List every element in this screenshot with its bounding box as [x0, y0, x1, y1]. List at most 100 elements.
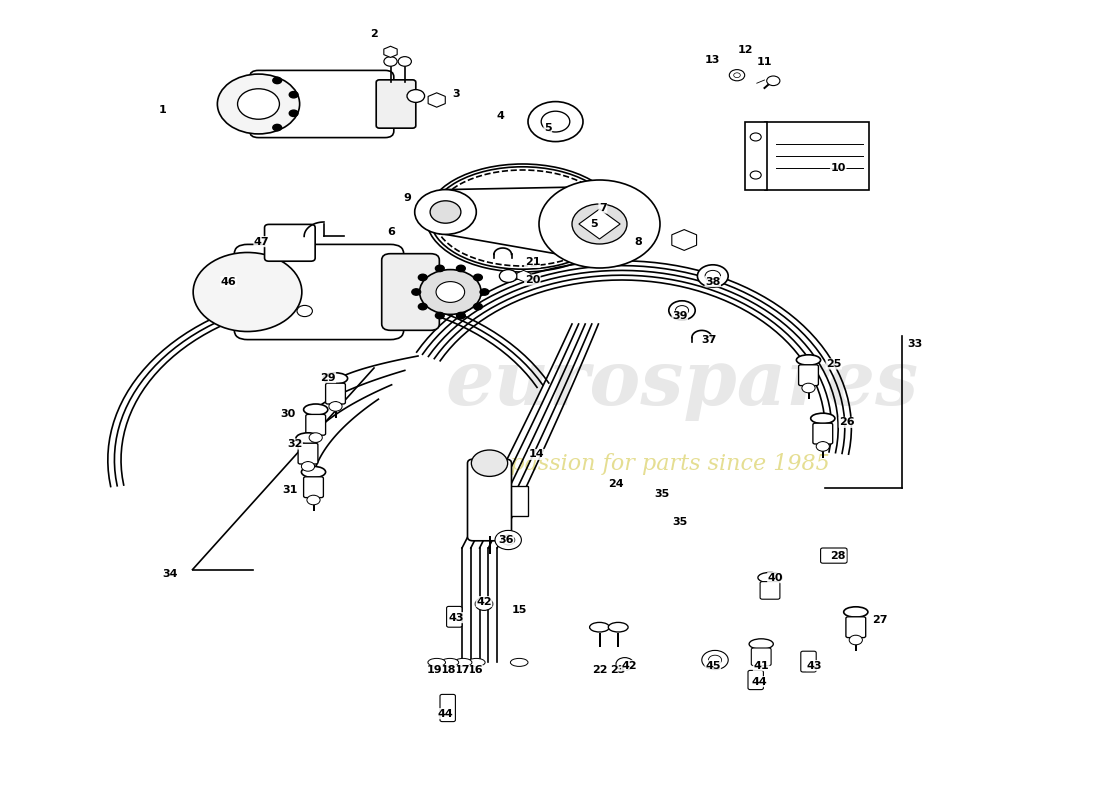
FancyBboxPatch shape: [748, 670, 763, 690]
FancyBboxPatch shape: [440, 694, 455, 722]
Circle shape: [456, 312, 465, 318]
Circle shape: [418, 274, 427, 281]
Ellipse shape: [758, 573, 782, 582]
FancyBboxPatch shape: [764, 122, 869, 190]
FancyBboxPatch shape: [846, 617, 866, 638]
Text: 42: 42: [621, 661, 637, 670]
Ellipse shape: [844, 606, 868, 618]
Circle shape: [289, 91, 298, 98]
Circle shape: [473, 274, 482, 281]
Text: 43: 43: [449, 613, 464, 622]
Circle shape: [329, 402, 342, 411]
Circle shape: [541, 111, 570, 132]
Text: 27: 27: [872, 615, 888, 625]
Text: 36: 36: [498, 535, 514, 545]
Text: 40: 40: [768, 573, 783, 582]
Ellipse shape: [304, 404, 328, 415]
Circle shape: [750, 171, 761, 179]
Ellipse shape: [811, 414, 835, 424]
Circle shape: [475, 598, 493, 610]
Circle shape: [572, 204, 627, 244]
FancyBboxPatch shape: [760, 582, 780, 599]
Text: 5: 5: [544, 123, 551, 133]
Circle shape: [675, 306, 689, 315]
Text: a passion for parts since 1985: a passion for parts since 1985: [491, 453, 829, 475]
Text: 8: 8: [634, 238, 642, 247]
FancyBboxPatch shape: [382, 254, 439, 330]
Text: 45: 45: [705, 661, 720, 670]
Circle shape: [472, 450, 507, 476]
Text: 9: 9: [403, 193, 411, 202]
Circle shape: [734, 73, 740, 78]
Ellipse shape: [796, 354, 821, 365]
Text: 21: 21: [525, 258, 540, 267]
Circle shape: [480, 289, 488, 295]
Text: 42: 42: [476, 597, 492, 606]
Text: 46: 46: [221, 277, 236, 286]
Text: 16: 16: [468, 666, 483, 675]
Text: 35: 35: [672, 517, 688, 526]
Circle shape: [419, 270, 481, 314]
Text: 41: 41: [754, 661, 769, 670]
Circle shape: [816, 442, 829, 451]
FancyBboxPatch shape: [234, 245, 404, 339]
Text: 3: 3: [453, 89, 460, 98]
Ellipse shape: [510, 658, 528, 666]
FancyBboxPatch shape: [506, 486, 528, 516]
Circle shape: [407, 90, 425, 102]
Circle shape: [436, 282, 464, 302]
Text: 7: 7: [598, 203, 607, 213]
FancyBboxPatch shape: [813, 423, 833, 444]
Text: 32: 32: [287, 439, 303, 449]
FancyBboxPatch shape: [751, 648, 771, 666]
Text: 12: 12: [738, 45, 754, 54]
Circle shape: [705, 270, 720, 282]
Circle shape: [750, 133, 761, 141]
Text: 15: 15: [512, 605, 527, 614]
FancyBboxPatch shape: [265, 224, 315, 261]
Ellipse shape: [608, 622, 628, 632]
Circle shape: [697, 265, 728, 287]
Text: 38: 38: [705, 277, 720, 286]
Circle shape: [528, 102, 583, 142]
Circle shape: [436, 312, 444, 318]
Circle shape: [473, 303, 482, 310]
Text: eurospares: eurospares: [446, 347, 918, 421]
Circle shape: [218, 74, 299, 134]
Text: 24: 24: [608, 479, 624, 489]
Circle shape: [502, 535, 515, 545]
Circle shape: [273, 124, 282, 130]
Text: 37: 37: [702, 335, 717, 345]
Ellipse shape: [323, 373, 348, 384]
Circle shape: [238, 89, 279, 119]
Ellipse shape: [749, 638, 773, 650]
Ellipse shape: [590, 622, 609, 632]
Text: 26: 26: [839, 418, 855, 427]
Text: 44: 44: [438, 709, 453, 718]
Text: 6: 6: [387, 227, 396, 237]
FancyBboxPatch shape: [447, 606, 462, 627]
Circle shape: [729, 70, 745, 81]
Circle shape: [456, 266, 465, 272]
Text: 31: 31: [283, 485, 298, 494]
Circle shape: [702, 650, 728, 670]
Text: 29: 29: [320, 373, 336, 382]
Circle shape: [384, 57, 397, 66]
Text: 11: 11: [757, 58, 772, 67]
Circle shape: [301, 462, 315, 471]
Circle shape: [616, 658, 634, 670]
Circle shape: [411, 289, 420, 295]
Text: 43: 43: [806, 661, 822, 670]
Text: 13: 13: [705, 55, 720, 65]
Text: 20: 20: [525, 275, 540, 285]
Circle shape: [708, 655, 722, 665]
Text: 39: 39: [672, 311, 688, 321]
Text: 18: 18: [441, 666, 456, 675]
Text: 30: 30: [280, 410, 296, 419]
Circle shape: [297, 306, 312, 317]
Text: 33: 33: [908, 339, 923, 349]
Circle shape: [767, 76, 780, 86]
Text: 19: 19: [427, 666, 442, 675]
Circle shape: [307, 495, 320, 505]
Text: 5: 5: [591, 219, 597, 229]
